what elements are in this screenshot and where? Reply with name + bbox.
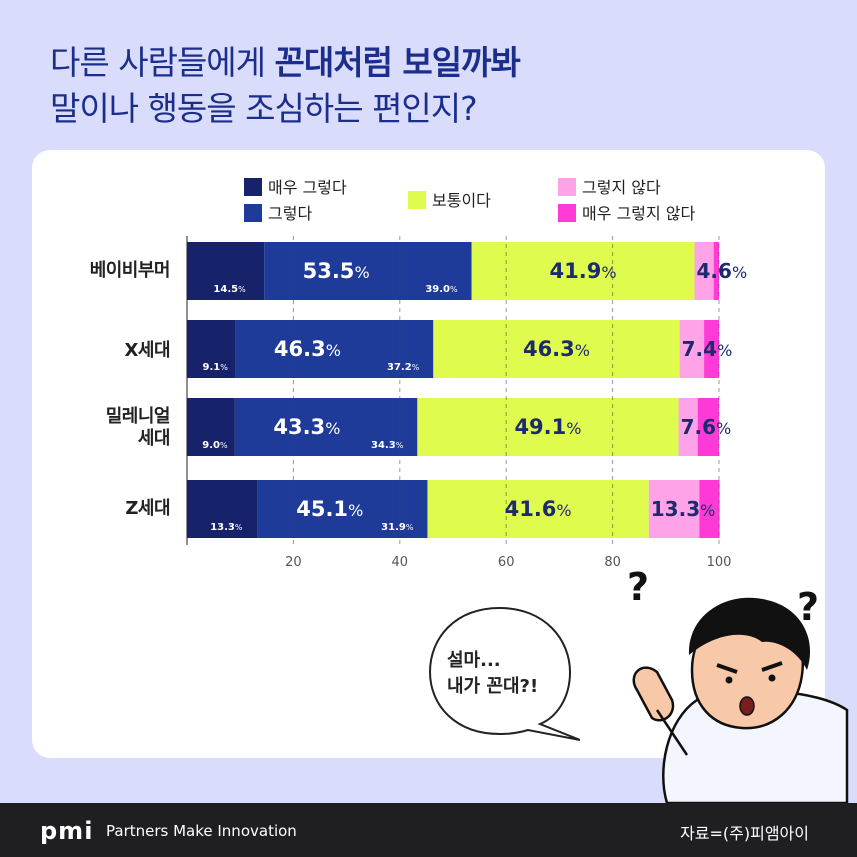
speech-bubble-line1: 설마... (447, 650, 501, 671)
title-line1-bold: 꼰대처럼 보일까봐 (274, 43, 521, 82)
data-label-neutral: 49.1% (514, 415, 581, 439)
legend-very-agree: 매우 그렇다 (244, 174, 347, 198)
legend-label-agree: 그렇다 (268, 204, 313, 223)
bar-segment (648, 480, 700, 538)
bar-segment (427, 480, 649, 538)
bar-segment (433, 320, 680, 378)
title-line2: 말이나 행동을 조심하는 편인지? (50, 89, 478, 128)
pmi-logo: pmi (40, 817, 94, 845)
legend-swatch-disagree (558, 178, 576, 196)
legend-swatch-neutral (408, 191, 426, 209)
data-label-negative-total: 7.4% (682, 337, 733, 361)
bar-segment (679, 320, 705, 378)
data-label-neutral: 41.9% (550, 259, 617, 283)
speech-bubble (428, 606, 580, 741)
speech-bubble-line2: 내가 꼰대?! (447, 676, 539, 697)
source-note: 자료=(주)피앰아이 (680, 824, 809, 843)
bar-segment (678, 398, 698, 456)
chart-title: 다른 사람들에게 꼰대처럼 보일까봐 말이나 행동을 조심하는 편인지? (50, 40, 810, 132)
data-label-negative-total: 13.3% (651, 497, 716, 521)
data-label-agree: 31.9% (381, 522, 414, 533)
legend-label-very-disagree: 매우 그렇지 않다 (582, 204, 696, 223)
bar-segment (694, 242, 714, 300)
svg-text:?: ? (797, 585, 819, 629)
x-tick-label: 20 (285, 555, 302, 570)
data-label-negative-total: 4.6% (697, 259, 748, 283)
category-label-genz: Z세대 (125, 498, 170, 519)
legend-swatch-agree (244, 204, 262, 222)
category-label-millennial: 밀레니얼 세대 (105, 406, 171, 449)
bar-segment (699, 480, 720, 538)
legend-disagree: 그렇지 않다 (558, 174, 661, 198)
data-label-positive-total: 46.3% (274, 337, 341, 361)
x-tick-label: 80 (604, 555, 621, 570)
bar-segment (257, 480, 428, 538)
legend-swatch-very-agree (244, 178, 262, 196)
x-tick-label: 40 (392, 555, 409, 570)
svg-text:?: ? (627, 565, 649, 609)
worried-person-illustration: ? ? (627, 565, 849, 805)
bar-segment (264, 242, 472, 300)
legend-very-disagree: 매우 그렇지 않다 (558, 200, 695, 224)
data-label-very-agree: 14.5% (213, 284, 246, 295)
footer-tagline: Partners Make Innovation (106, 822, 297, 840)
bar-segment (713, 242, 719, 300)
bar-segment (417, 398, 679, 456)
data-label-neutral: 46.3% (523, 337, 590, 361)
bar-segment (471, 242, 695, 300)
data-label-very-agree: 9.0% (202, 440, 228, 451)
bar-segment (187, 398, 235, 456)
data-label-negative-total: 7.6% (681, 415, 732, 439)
bar-segment (187, 480, 258, 538)
x-tick-label: 60 (498, 555, 515, 570)
bar-segment (697, 398, 719, 456)
bar-segment (187, 320, 236, 378)
data-label-very-agree: 13.3% (210, 522, 243, 533)
bar-segment (187, 242, 265, 300)
speech-bubble-text: 설마... 내가 꼰대?! (447, 648, 538, 700)
bar-segment (234, 398, 418, 456)
footer-bar (0, 803, 857, 857)
data-label-positive-total: 43.3% (273, 415, 340, 439)
legend-agree: 그렇다 (244, 200, 312, 224)
legend-label-very-agree: 매우 그렇다 (268, 178, 347, 197)
legend-label-disagree: 그렇지 않다 (582, 178, 661, 197)
data-label-agree: 37.2% (387, 362, 420, 373)
category-label-genx: X세대 (124, 340, 171, 361)
bar-segment (235, 320, 434, 378)
data-label-agree: 39.0% (425, 284, 458, 295)
bar-segment (704, 320, 719, 378)
data-label-neutral: 41.6% (505, 497, 572, 521)
data-label-agree: 34.3% (371, 440, 404, 451)
data-label-positive-total: 53.5% (303, 259, 370, 283)
x-tick-label: 100 (707, 555, 732, 570)
title-line1-normal: 다른 사람들에게 (50, 43, 275, 82)
legend-label-neutral: 보통이다 (432, 191, 491, 210)
data-label-positive-total: 45.1% (296, 497, 363, 521)
data-label-very-agree: 9.1% (203, 362, 229, 373)
category-label-boomer: 베이비부머 (89, 260, 171, 281)
legend-neutral: 보통이다 (408, 187, 491, 211)
legend-swatch-very-disagree (558, 204, 576, 222)
